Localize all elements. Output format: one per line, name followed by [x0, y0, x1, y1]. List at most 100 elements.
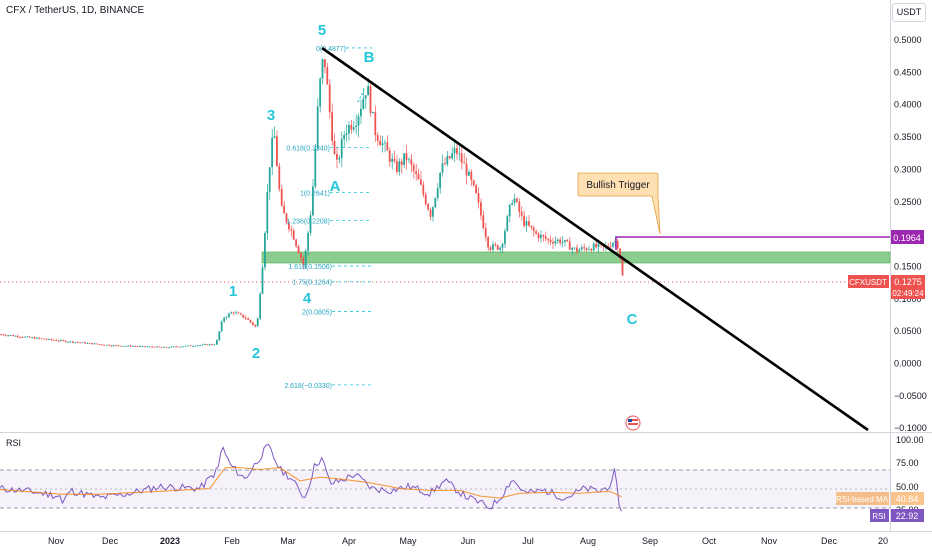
candle-body: [19, 336, 21, 338]
candle-body: [396, 161, 398, 172]
wave-label-3: 3: [267, 107, 275, 124]
candle-body: [211, 344, 213, 346]
candle-body: [247, 318, 249, 320]
candle-body: [400, 161, 403, 165]
svg-text:RSI-based MA: RSI-based MA: [836, 495, 889, 504]
price-tick-label: 0.0000: [894, 359, 922, 369]
candle-body: [609, 246, 612, 248]
candle-body: [64, 340, 67, 342]
candle-body: [496, 245, 499, 250]
candle-body: [530, 225, 533, 228]
svg-text:CFXUSDT: CFXUSDT: [849, 278, 887, 287]
candle-body: [261, 267, 264, 294]
candle-body: [60, 340, 62, 342]
candle-body: [28, 336, 31, 338]
candle-body: [213, 344, 216, 346]
candle-body: [441, 163, 444, 173]
candle-body: [544, 236, 547, 239]
fib-label: 1.75(0.1264): [292, 280, 332, 287]
candle-body: [364, 95, 367, 99]
candle-body: [333, 140, 336, 154]
candle-body: [280, 189, 283, 206]
candle-body: [79, 342, 81, 344]
time-tick-label: Sep: [642, 536, 658, 546]
candle-body: [357, 116, 360, 126]
candle-body: [518, 201, 521, 212]
candle-body: [62, 340, 65, 342]
candle-body: [240, 313, 242, 315]
candle-body: [232, 312, 235, 314]
time-tick-label: May: [399, 536, 417, 546]
candle-body: [444, 163, 446, 165]
candle-body: [568, 241, 571, 250]
candle-body: [319, 78, 321, 107]
candle-body: [516, 198, 518, 202]
candle-body: [460, 153, 463, 163]
candle-body: [540, 235, 542, 239]
candle-body: [40, 338, 43, 340]
candle-body: [393, 158, 396, 162]
bullish-trigger-callout[interactable]: Bullish Trigger: [577, 172, 661, 235]
rsi-ma-line: [0, 467, 622, 499]
candle-body: [343, 135, 345, 140]
fib-label: 0.618(0.3340): [286, 145, 330, 152]
candle-body: [458, 153, 461, 155]
candle-body: [103, 344, 105, 346]
candle-body: [115, 345, 117, 347]
candle-body: [405, 153, 408, 160]
candle-body: [448, 156, 451, 159]
candle-body: [129, 345, 132, 347]
currency-button[interactable]: USDT: [892, 3, 926, 22]
candle-body: [134, 346, 137, 347]
candle-body: [268, 167, 271, 192]
candle-body: [76, 342, 79, 344]
candle-body: [177, 346, 180, 348]
candle-body: [439, 172, 441, 189]
candle-body: [24, 336, 26, 338]
trendline[interactable]: [321, 46, 869, 432]
candle-body: [417, 173, 420, 180]
candle-body: [57, 340, 60, 342]
symbol-price-tag: CFXUSDT 0.1275 02:49:24: [848, 275, 925, 299]
rsi-tick-label: 50.00: [896, 482, 919, 492]
candle-body: [415, 171, 417, 174]
candle-body: [513, 198, 516, 203]
time-tick-label: Feb: [224, 536, 240, 546]
last-price: 0.1275: [894, 277, 922, 287]
wave-label-c: C: [627, 311, 638, 328]
candle-body: [127, 345, 129, 347]
candle-body: [45, 339, 48, 340]
candle-body: [165, 346, 168, 348]
candle-body: [278, 166, 281, 190]
candle-body: [532, 227, 535, 232]
candles: [0, 58, 624, 349]
candle-body: [88, 343, 91, 344]
price-tick-label: 0.3000: [894, 164, 922, 174]
price-tick-label: −0.1000: [894, 423, 927, 433]
candle-body: [7, 335, 9, 337]
candle-body: [201, 344, 204, 346]
rsi-line: [0, 444, 623, 512]
candle-body: [489, 247, 492, 250]
candle-body: [218, 331, 221, 340]
svg-text:0.1964: 0.1964: [893, 233, 921, 243]
candle-body: [324, 59, 326, 68]
us-flag-icon[interactable]: [625, 415, 641, 431]
candle-body: [160, 346, 163, 348]
candle-body: [484, 228, 487, 238]
rsi-pane-label: RSI: [6, 438, 22, 448]
candle-body: [477, 193, 480, 203]
candle-body: [244, 317, 247, 319]
candle-body: [321, 59, 324, 79]
time-tick-label: Aug: [580, 536, 596, 546]
candle-body: [583, 247, 585, 249]
fib-levels: 0(0.4877) 0.618(0.3340) 1(0.2641) 1.236(0.2…: [284, 46, 372, 390]
candle-body: [12, 335, 14, 337]
candle-body: [453, 148, 456, 154]
candle-body: [74, 342, 77, 344]
candle-body: [465, 163, 468, 176]
candle-body: [422, 184, 425, 195]
time-axis[interactable]: Nov Dec 2023 Feb Mar Apr May Jun Jul Aug Sep Oct Nov…: [48, 536, 888, 546]
svg-text:RSI: RSI: [872, 512, 885, 521]
